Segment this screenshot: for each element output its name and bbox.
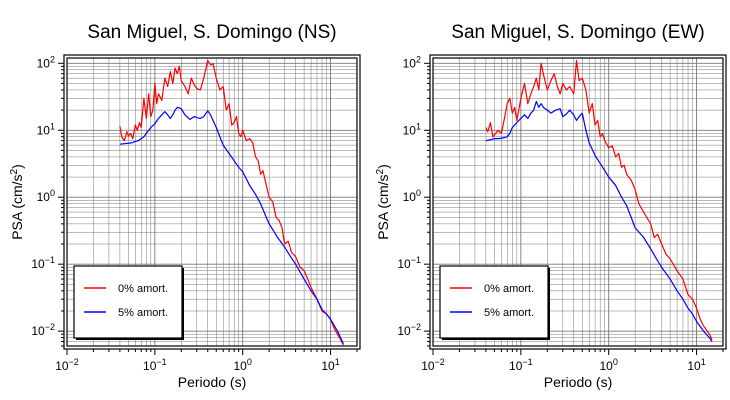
legend-label: 0% amort. (118, 283, 168, 295)
y-tick-label: 10−1 (397, 255, 421, 271)
y-tick-label: 101 (37, 121, 55, 137)
y-tick-label: 10−2 (397, 322, 421, 338)
series-line-5pct (485, 100, 713, 342)
series-line-0pct (485, 59, 713, 340)
y-tick-label: 10−1 (31, 255, 55, 271)
x-tick-label: 100 (600, 357, 618, 373)
y-tick-label: 101 (403, 121, 421, 137)
y-axis-label: PSA (cm/s2) (9, 164, 25, 240)
plot-frame (432, 57, 724, 347)
y-tick-label: 100 (37, 188, 55, 204)
ticks (424, 62, 724, 355)
y-axis-label: PSA (cm/s2) (375, 164, 391, 240)
y-tick-label: 10−2 (31, 322, 55, 338)
legend-box (73, 265, 183, 339)
ticks (58, 62, 358, 355)
y-tick-label: 102 (37, 54, 55, 70)
plot-frame (66, 57, 358, 347)
plot-frame-outer (429, 54, 727, 350)
x-axis-label: Periodo (s) (178, 374, 246, 390)
y-tick-label: 100 (403, 188, 421, 204)
x-tick-label: 10−2 (55, 357, 79, 373)
y-tick-label: 102 (403, 54, 421, 70)
legend-label: 5% amort. (484, 307, 534, 319)
chart-title: San Miguel, S. Domingo (NS) (87, 22, 336, 43)
x-tick-label: 101 (687, 357, 705, 373)
x-axis-label: Periodo (s) (544, 374, 612, 390)
legend: 0% amort. 5% amort. (439, 265, 550, 340)
chart-title: San Miguel, S. Domingo (EW) (451, 22, 704, 43)
x-tick-label: 100 (234, 357, 252, 373)
grid (66, 58, 358, 347)
legend-label: 5% amort. (118, 307, 168, 319)
x-tick-label: 101 (321, 357, 339, 373)
series-line-0pct (119, 59, 344, 346)
chart-panel-2: 10−2 10−1 100 101 10−2 10−1 100 101 102 San Migue… (375, 22, 727, 390)
legend-label: 0% amort. (484, 283, 534, 295)
x-tick-label: 10−1 (143, 357, 167, 373)
plot-frame-outer (63, 54, 361, 350)
series-line-5pct (119, 106, 344, 344)
x-tick-label: 10−1 (509, 357, 533, 373)
legend: 0% amort. 5% amort. (73, 265, 184, 340)
legend-box (439, 265, 549, 339)
x-tick-label: 10−2 (421, 357, 445, 373)
chart-panel-1: 10−2 10−1 100 101 10−2 10−1 100 101 102 San Migue… (9, 22, 361, 390)
